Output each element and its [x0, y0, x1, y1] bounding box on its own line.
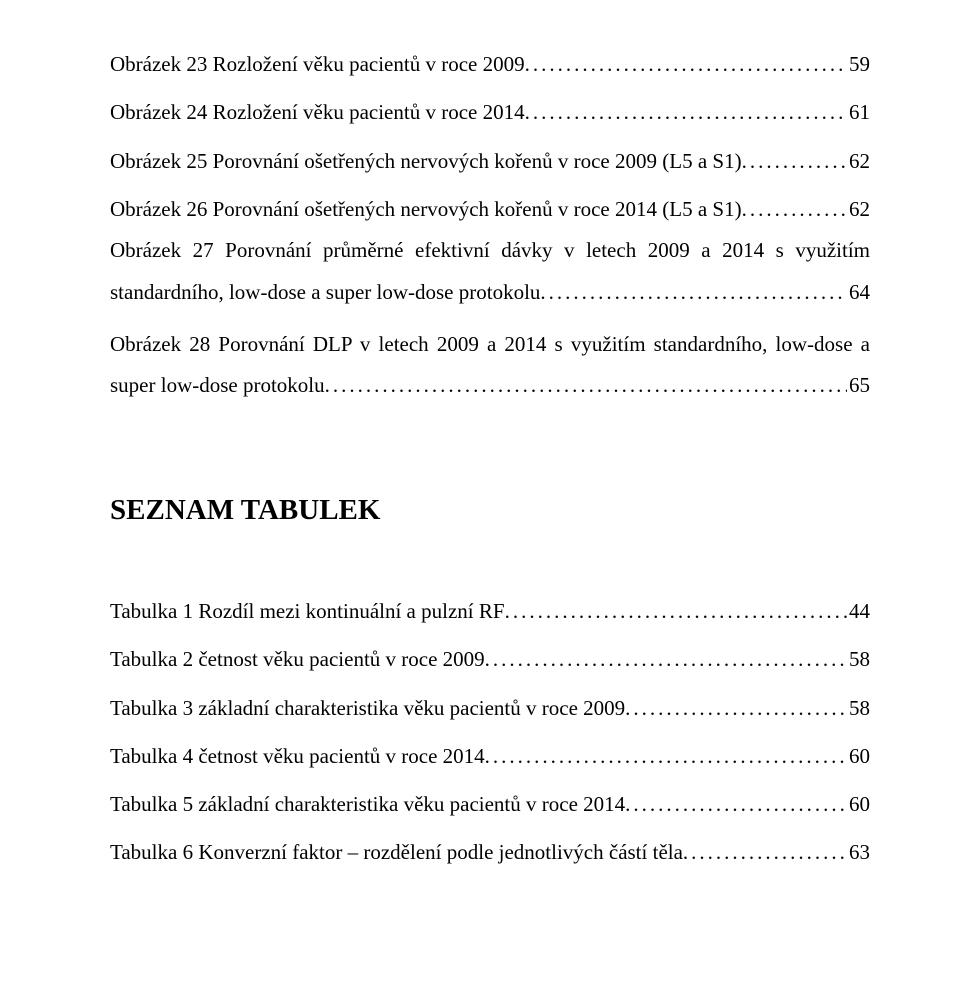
toc-page: 60	[847, 732, 870, 780]
toc-entry: Obrázek 24 Rozložení věku pacientů v roc…	[110, 88, 870, 136]
toc-dots	[325, 368, 847, 404]
toc-entry: Tabulka 6 Konverzní faktor – rozdělení p…	[110, 828, 870, 876]
toc-label: Obrázek 26 Porovnání ošetřených nervovýc…	[110, 185, 742, 233]
toc-entry: Tabulka 3 základní charakteristika věku …	[110, 684, 870, 732]
toc-label-line2: standardního, low-dose a super low-dose …	[110, 275, 540, 311]
figures-list: Obrázek 23 Rozložení věku pacientů v roc…	[110, 40, 870, 404]
tables-list: Tabulka 1 Rozdíl mezi kontinuální a pulz…	[110, 587, 870, 877]
toc-label-line1: Obrázek 28 Porovnání DLP v letech 2009 a…	[110, 327, 870, 363]
toc-label: Obrázek 24 Rozložení věku pacientů v roc…	[110, 88, 525, 136]
toc-label: Tabulka 3 základní charakteristika věku …	[110, 684, 625, 732]
toc-dots	[525, 88, 847, 136]
toc-page: 58	[847, 684, 870, 732]
toc-label-line1: Obrázek 27 Porovnání průměrné efektivní …	[110, 233, 870, 269]
toc-entry: Obrázek 25 Porovnání ošetřených nervovýc…	[110, 137, 870, 185]
toc-label: Tabulka 5 základní charakteristika věku …	[110, 780, 625, 828]
toc-entry: Obrázek 27 Porovnání průměrné efektivní …	[110, 233, 870, 310]
toc-page: 60	[847, 780, 870, 828]
toc-label: Obrázek 23 Rozložení věku pacientů v roc…	[110, 40, 525, 88]
toc-entry: Obrázek 23 Rozložení věku pacientů v roc…	[110, 40, 870, 88]
toc-entry: Tabulka 5 základní charakteristika věku …	[110, 780, 870, 828]
toc-page: 44	[847, 587, 870, 635]
toc-page: 58	[847, 635, 870, 683]
toc-dots	[742, 137, 847, 185]
toc-page: 62	[847, 185, 870, 233]
toc-page: 64	[847, 275, 870, 311]
toc-dots	[683, 828, 847, 876]
toc-label: Tabulka 1 Rozdíl mezi kontinuální a pulz…	[110, 587, 505, 635]
toc-entry: Tabulka 2 četnost věku pacientů v roce 2…	[110, 635, 870, 683]
toc-dots	[505, 587, 847, 635]
toc-dots	[485, 635, 847, 683]
toc-dots	[625, 684, 847, 732]
toc-label: Tabulka 6 Konverzní faktor – rozdělení p…	[110, 828, 683, 876]
toc-page: 61	[847, 88, 870, 136]
toc-dots	[540, 275, 847, 311]
toc-page: 65	[847, 368, 870, 404]
toc-entry: Tabulka 4 četnost věku pacientů v roce 2…	[110, 732, 870, 780]
toc-dots	[625, 780, 847, 828]
toc-label: Tabulka 2 četnost věku pacientů v roce 2…	[110, 635, 485, 683]
toc-entry: Tabulka 1 Rozdíl mezi kontinuální a pulz…	[110, 587, 870, 635]
toc-entry: Obrázek 28 Porovnání DLP v letech 2009 a…	[110, 327, 870, 404]
toc-dots	[485, 732, 847, 780]
toc-dots	[525, 40, 847, 88]
tables-heading: SEZNAM TABULEK	[110, 494, 870, 527]
toc-page: 59	[847, 40, 870, 88]
toc-page: 62	[847, 137, 870, 185]
toc-label: Obrázek 25 Porovnání ošetřených nervovýc…	[110, 137, 742, 185]
toc-label-line2: super low-dose protokolu	[110, 368, 325, 404]
toc-entry: Obrázek 26 Porovnání ošetřených nervovýc…	[110, 185, 870, 233]
toc-dots	[742, 185, 847, 233]
toc-page: 63	[847, 828, 870, 876]
toc-label: Tabulka 4 četnost věku pacientů v roce 2…	[110, 732, 485, 780]
